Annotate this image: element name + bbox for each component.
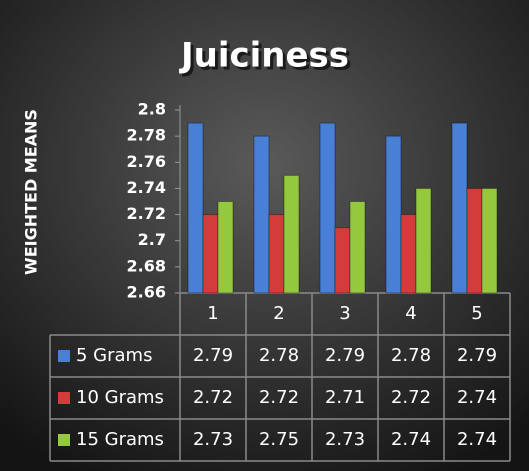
legend-swatch — [58, 350, 70, 362]
bar — [385, 135, 402, 294]
bar — [319, 122, 336, 294]
table-value: 2.72 — [193, 387, 233, 408]
y-tick-label: 2.66 — [127, 283, 166, 302]
table-value: 2.74 — [457, 429, 497, 450]
bar — [268, 214, 285, 294]
bar — [415, 187, 432, 294]
chart-title: Juiciness — [179, 36, 349, 76]
y-tick-label: 2.76 — [127, 152, 166, 171]
bar — [217, 201, 234, 294]
legend-label: 10 Grams — [76, 387, 164, 408]
bar — [283, 174, 300, 294]
table-value: 2.71 — [325, 387, 365, 408]
table-value: 2.72 — [259, 387, 299, 408]
y-tick-label: 2.68 — [127, 256, 166, 275]
bar — [202, 214, 219, 294]
legend-label: 15 Grams — [76, 429, 164, 450]
x-tick-label: 5 — [471, 303, 482, 324]
table-value: 2.79 — [457, 345, 497, 366]
x-tick-label: 3 — [339, 303, 350, 324]
y-tick-label: 2.78 — [127, 126, 166, 145]
table-value: 2.75 — [259, 429, 299, 450]
table-value: 2.78 — [391, 345, 431, 366]
table-value: 2.79 — [193, 345, 233, 366]
table-value: 2.73 — [325, 429, 365, 450]
x-tick-label: 2 — [273, 303, 284, 324]
x-tick-label: 1 — [207, 303, 218, 324]
y-tick-label: 2.8 — [138, 100, 166, 119]
x-tick-label: 4 — [405, 303, 416, 324]
y-tick-label: 2.72 — [127, 204, 166, 223]
y-axis-label: WEIGHTED MEANS — [22, 109, 41, 275]
table-value: 2.79 — [325, 345, 365, 366]
table-value: 2.74 — [391, 429, 431, 450]
legend-swatch — [58, 392, 70, 404]
bar — [187, 122, 204, 294]
y-tick-label: 2.7 — [138, 230, 166, 249]
chart-title-shadow: Juiciness — [182, 39, 352, 79]
bar — [349, 201, 366, 294]
legend-label: 5 Grams — [76, 345, 152, 366]
legend-swatch — [58, 434, 70, 446]
bar — [400, 214, 417, 294]
bar — [466, 187, 483, 294]
bar — [334, 227, 351, 294]
table-value: 2.72 — [391, 387, 431, 408]
y-tick-label: 2.74 — [127, 178, 166, 197]
bar — [481, 187, 498, 294]
bar — [451, 122, 468, 294]
table-value: 2.73 — [193, 429, 233, 450]
table-value: 2.78 — [259, 345, 299, 366]
table-value: 2.74 — [457, 387, 497, 408]
bar — [253, 135, 270, 294]
